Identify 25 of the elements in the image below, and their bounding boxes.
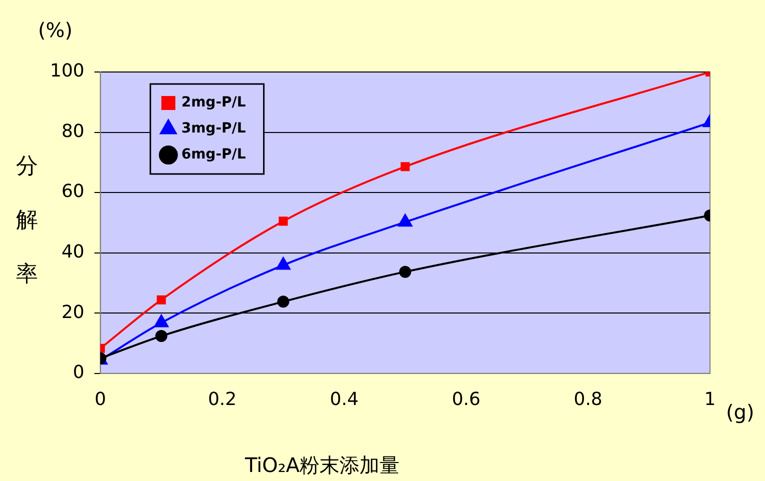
legend-label: 2mg-P/L: [181, 94, 246, 111]
text: 分解率: [16, 154, 38, 287]
legend-label: 6mg-P/L: [181, 146, 246, 163]
text: (g): [726, 400, 754, 424]
text: (%): [38, 18, 73, 42]
legend-label: 3mg-P/L: [181, 120, 246, 137]
point: [400, 162, 410, 172]
x-axis-title: TiO₂A粉末添加量: [245, 452, 400, 479]
y-tick-label: 40: [61, 242, 84, 263]
y-tick-label: 80: [61, 120, 84, 142]
x-tick-label: 0.6: [452, 388, 480, 410]
y-tick-label: 60: [61, 181, 84, 202]
x-tick-label: 1: [704, 388, 716, 410]
point: [155, 330, 168, 342]
x-tick-label: 0: [94, 388, 106, 410]
x-tick-label: 0.2: [208, 388, 237, 410]
y-tick-label: 20: [61, 302, 84, 323]
point: [278, 216, 288, 226]
x-tick-label: 0.8: [574, 388, 602, 410]
x-tick-label: 0.4: [330, 388, 359, 410]
y-tick-label: 0: [72, 362, 84, 384]
point: [277, 296, 290, 308]
point: [156, 295, 166, 304]
y-tick-label: 100: [50, 60, 84, 82]
point: [399, 266, 412, 278]
